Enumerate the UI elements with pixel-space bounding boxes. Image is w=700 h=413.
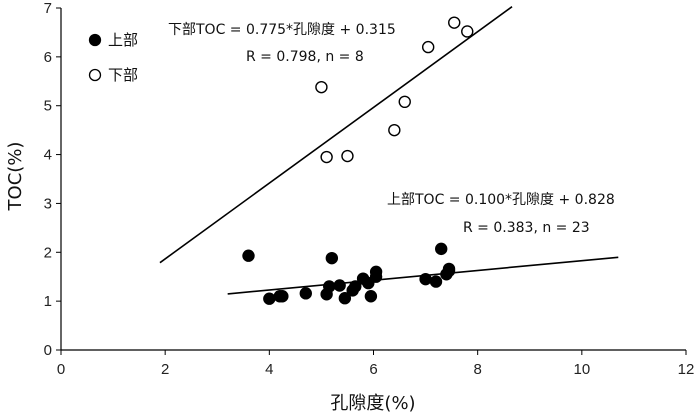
legend-marker-lower xyxy=(88,68,102,82)
point-s1-5 xyxy=(421,40,435,54)
point-s0-7 xyxy=(325,251,339,265)
upper-equation: 上部TOC = 0.100*孔隙度 + 0.828 xyxy=(387,192,615,208)
x-tick-label-1: 2 xyxy=(161,361,169,378)
y-tick-label-0: 0 xyxy=(44,342,52,359)
legend-label-upper: 上部 xyxy=(108,31,138,49)
point-s0-1 xyxy=(263,292,276,305)
x-tick-label-3: 6 xyxy=(369,361,377,378)
y-axis-title: TOC(%) xyxy=(5,142,26,212)
y-tick-label-5: 5 xyxy=(44,98,52,115)
point-s0-16 xyxy=(369,270,383,283)
point-s1-6 xyxy=(448,16,461,29)
point-s0-18 xyxy=(429,275,443,288)
annotations: 下部TOC = 0.775*孔隙度 + 0.315 R = 0.798, n =… xyxy=(168,22,615,236)
x-tick-label-4: 8 xyxy=(473,361,481,378)
upper-stats: R = 0.383, n = 23 xyxy=(463,220,590,236)
x-tick-label-5: 10 xyxy=(573,361,590,378)
legend-marker-upper xyxy=(88,33,102,47)
point-s0-4 xyxy=(299,287,312,300)
point-s0-6 xyxy=(323,280,336,293)
point-s0-17 xyxy=(419,272,432,286)
y-tick-label-6: 6 xyxy=(44,49,52,66)
point-s0-0 xyxy=(242,249,255,262)
point-s0-8 xyxy=(333,279,346,292)
data-points xyxy=(242,16,474,305)
point-s0-13 xyxy=(362,276,375,290)
y-axis-ticks: 0 1 2 3 4 5 6 7 xyxy=(44,0,61,359)
y-tick-label-2: 2 xyxy=(44,244,52,261)
lower-stats: R = 0.798, n = 8 xyxy=(246,49,364,65)
x-axis-ticks: 0 2 4 6 8 10 12 xyxy=(57,350,695,378)
point-s0-22 xyxy=(442,264,456,278)
point-s0-14 xyxy=(364,290,378,303)
legend-label-lower: 下部 xyxy=(108,66,138,84)
point-s0-19 xyxy=(435,242,448,256)
lower-equation: 下部TOC = 0.775*孔隙度 + 0.315 xyxy=(168,22,396,38)
point-s1-1 xyxy=(320,150,333,164)
point-s1-7 xyxy=(461,25,474,38)
point-s1-2 xyxy=(341,149,354,163)
legend: 上部 下部 xyxy=(88,31,138,84)
x-tick-label-6: 12 xyxy=(678,361,695,378)
point-s0-9 xyxy=(338,292,352,305)
y-tick-label-3: 3 xyxy=(44,195,52,212)
point-s1-0 xyxy=(315,80,328,94)
regression-lines xyxy=(159,6,619,295)
x-axis-title: 孔隙度(%) xyxy=(330,393,415,413)
y-tick-label-1: 1 xyxy=(44,293,52,310)
x-tick-label-2: 4 xyxy=(265,361,273,378)
y-tick-label-4: 4 xyxy=(44,147,52,164)
point-s0-11 xyxy=(349,280,362,293)
point-s1-4 xyxy=(398,95,411,109)
point-s1-3 xyxy=(388,123,401,137)
x-tick-label-0: 0 xyxy=(57,361,65,378)
y-tick-label-7: 7 xyxy=(44,0,52,17)
fit-line-1 xyxy=(159,6,513,264)
point-s0-3 xyxy=(276,290,289,303)
